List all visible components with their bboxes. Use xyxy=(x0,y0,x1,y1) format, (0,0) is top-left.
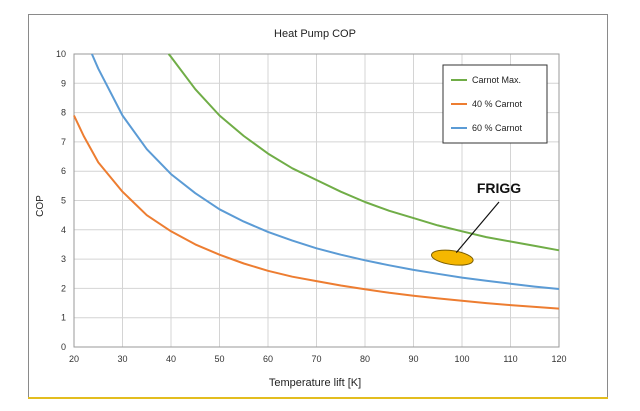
y-tick-label: 9 xyxy=(61,78,66,88)
legend-label: 60 % Carnot xyxy=(472,123,523,133)
y-tick-label: 7 xyxy=(61,137,66,147)
y-tick-label: 5 xyxy=(61,196,66,206)
y-tick-label: 2 xyxy=(61,283,66,293)
chart-frame: Heat Pump COP COP Temperature lift [K] 2… xyxy=(28,14,608,398)
chart-svg: Heat Pump COP COP Temperature lift [K] 2… xyxy=(35,28,567,389)
y-axis-label: COP xyxy=(35,195,46,217)
x-axis-label: Temperature lift [K] xyxy=(269,377,361,389)
x-tick-label: 110 xyxy=(503,354,517,364)
x-tick-label: 50 xyxy=(214,354,224,364)
legend: Carnot Max. 40 % Carnot 60 % Carnot xyxy=(442,64,548,144)
grid-layer: 20 30 40 50 60 70 80 90 100 110 120 0 1 2 3 4 5 6 7 8 9 10 xyxy=(56,49,567,364)
y-tick-label: 1 xyxy=(61,313,66,323)
chart-title: Heat Pump COP xyxy=(274,28,356,40)
x-tick-label: 40 xyxy=(166,354,176,364)
plot-area xyxy=(73,53,560,348)
series-line xyxy=(73,115,560,310)
series-line xyxy=(90,53,560,290)
x-tick-label: 30 xyxy=(117,354,127,364)
x-tick-label: 80 xyxy=(360,354,370,364)
x-tick-label: 60 xyxy=(263,354,273,364)
series-layer xyxy=(73,53,560,310)
y-tick-label: 8 xyxy=(61,108,66,118)
annotation-arrow xyxy=(455,201,500,254)
frame-bottom-rule xyxy=(28,397,608,399)
legend-box xyxy=(442,64,548,144)
y-tick-label: 10 xyxy=(56,49,66,59)
y-tick-label: 0 xyxy=(61,342,66,352)
x-tick-label: 90 xyxy=(408,354,418,364)
y-tick-label: 4 xyxy=(61,225,66,235)
x-tick-label: 100 xyxy=(454,354,469,364)
x-tick-label: 120 xyxy=(551,354,566,364)
annotation-layer: FRIGG xyxy=(430,180,521,266)
legend-label: 40 % Carnot xyxy=(472,99,523,109)
y-tick-label: 6 xyxy=(61,166,66,176)
x-tick-label: 20 xyxy=(69,354,79,364)
x-tick-label: 70 xyxy=(311,354,321,364)
y-tick-label: 3 xyxy=(61,254,66,264)
series-line xyxy=(167,53,560,252)
frigg-marker xyxy=(430,249,474,266)
annotation-label: FRIGG xyxy=(477,180,521,196)
legend-label: Carnot Max. xyxy=(472,75,521,85)
